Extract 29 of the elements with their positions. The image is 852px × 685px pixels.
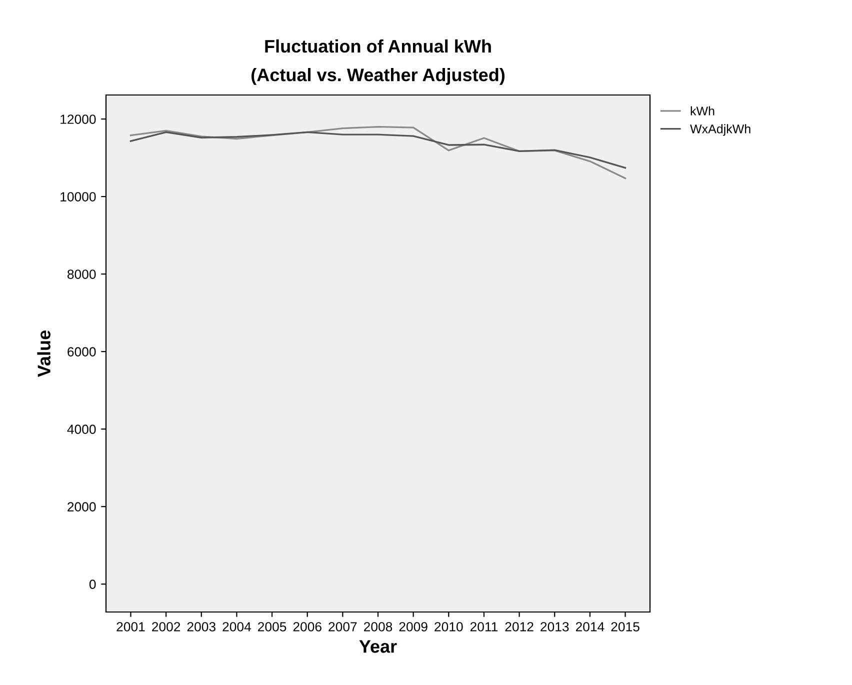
y-tick-label: 6000 <box>68 347 96 356</box>
x-tick-label: 2007 <box>328 622 357 632</box>
legend-label: kWh <box>690 106 714 116</box>
y-tick-label: 8000 <box>68 270 96 279</box>
x-tick-label: 2003 <box>187 622 216 632</box>
x-tick-label: 2005 <box>258 622 286 632</box>
x-tick-label: 2004 <box>222 622 251 632</box>
chart-title: Fluctuation of Annual kWh (Actual vs. Weather Adjusted) <box>251 39 505 85</box>
x-axis-title: Year <box>359 640 397 653</box>
x-tick-label: 2006 <box>293 622 322 632</box>
line-series <box>130 131 626 169</box>
x-tick-label: 2013 <box>540 622 569 632</box>
x-tick-label: 2009 <box>399 622 428 632</box>
x-tick-label: 2002 <box>152 622 180 632</box>
x-tick-label: 2008 <box>364 622 392 632</box>
line-series <box>130 126 626 180</box>
x-tick-label: 2011 <box>470 622 498 632</box>
y-axis-title: Value <box>37 330 50 377</box>
x-tick-label: 2014 <box>576 622 604 632</box>
x-tick-label: 2010 <box>434 622 463 632</box>
x-tick-label: 2001 <box>116 622 145 632</box>
x-tick-label: 2012 <box>505 622 534 632</box>
y-tick-label: 4000 <box>67 424 96 434</box>
y-tick-label: 12000 <box>60 114 96 124</box>
y-tick-label: 0 <box>89 580 96 590</box>
y-tick-label: 10000 <box>60 192 96 202</box>
x-tick-label: 2015 <box>611 622 640 632</box>
legend-label: WxAdjkWh <box>690 124 750 136</box>
y-tick-label: 2000 <box>68 502 96 512</box>
